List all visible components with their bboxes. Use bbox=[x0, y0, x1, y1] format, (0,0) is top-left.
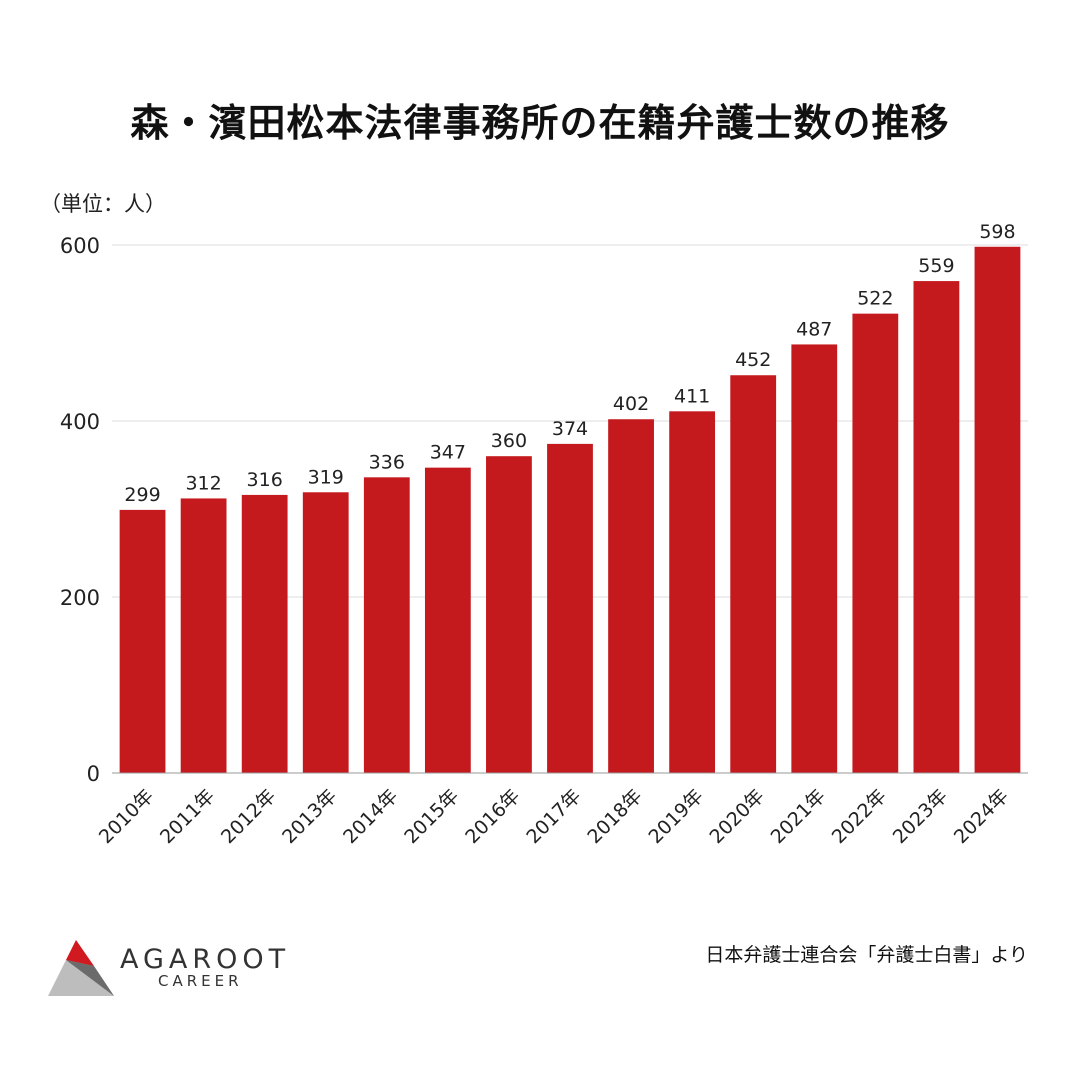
data-label: 559 bbox=[918, 255, 954, 277]
x-tick-label: 2016年 bbox=[461, 785, 524, 848]
bar bbox=[302, 492, 349, 773]
x-tick-label: 2012年 bbox=[217, 785, 280, 848]
data-label: 487 bbox=[796, 318, 832, 340]
bar bbox=[852, 313, 899, 773]
data-label: 299 bbox=[124, 484, 160, 506]
bar bbox=[669, 411, 716, 773]
data-label: 360 bbox=[491, 430, 527, 452]
x-tick-label: 2017年 bbox=[522, 785, 585, 848]
y-tick-label: 0 bbox=[87, 762, 100, 786]
data-label: 374 bbox=[552, 418, 588, 440]
logo-wordmark: AGAROOT bbox=[120, 944, 291, 975]
data-label: 347 bbox=[430, 442, 466, 464]
bar bbox=[913, 281, 960, 773]
bar bbox=[974, 246, 1021, 773]
bar bbox=[547, 443, 593, 773]
x-tick-label: 2020年 bbox=[706, 785, 769, 848]
x-tick-label: 2011年 bbox=[156, 785, 219, 848]
data-label: 336 bbox=[369, 451, 405, 473]
y-tick-label: 200 bbox=[60, 586, 100, 610]
logo-subtitle: CAREER bbox=[158, 972, 243, 990]
x-tick-label: 2023年 bbox=[889, 785, 952, 848]
x-tick-label: 2018年 bbox=[583, 785, 646, 848]
chart-title: 森・濱田松本法律事務所の在籍弁護士数の推移 bbox=[130, 101, 950, 145]
data-label: 598 bbox=[979, 221, 1015, 243]
data-label: 411 bbox=[674, 385, 710, 407]
unit-label: （単位：人） bbox=[40, 192, 166, 216]
bar bbox=[730, 375, 777, 773]
bar bbox=[363, 477, 410, 773]
data-label: 452 bbox=[735, 349, 771, 371]
x-tick-label: 2013年 bbox=[278, 785, 341, 848]
data-label: 319 bbox=[308, 466, 344, 488]
x-tick-label: 2024年 bbox=[950, 785, 1013, 848]
y-tick-label: 600 bbox=[60, 234, 100, 258]
bar bbox=[791, 344, 838, 773]
bar bbox=[180, 498, 227, 773]
data-label: 522 bbox=[857, 288, 893, 310]
agaroot-logo-icon bbox=[48, 940, 114, 996]
x-tick-label: 2021年 bbox=[767, 785, 830, 848]
data-label: 312 bbox=[185, 472, 221, 494]
x-tick-label: 2015年 bbox=[400, 785, 463, 848]
bar bbox=[241, 494, 288, 773]
data-label: 402 bbox=[613, 393, 649, 415]
source-note: 日本弁護士連合会「弁護士白書」より bbox=[705, 944, 1028, 966]
bar bbox=[119, 509, 166, 773]
y-tick-label: 400 bbox=[60, 410, 100, 434]
x-tick-label: 2019年 bbox=[644, 785, 707, 848]
x-tick-label: 2014年 bbox=[339, 785, 402, 848]
data-label: 316 bbox=[247, 469, 283, 491]
bar bbox=[608, 419, 654, 773]
x-tick-label: 2010年 bbox=[95, 785, 158, 848]
bar bbox=[486, 456, 532, 773]
x-tick-label: 2022年 bbox=[828, 785, 891, 848]
bar bbox=[424, 467, 471, 773]
